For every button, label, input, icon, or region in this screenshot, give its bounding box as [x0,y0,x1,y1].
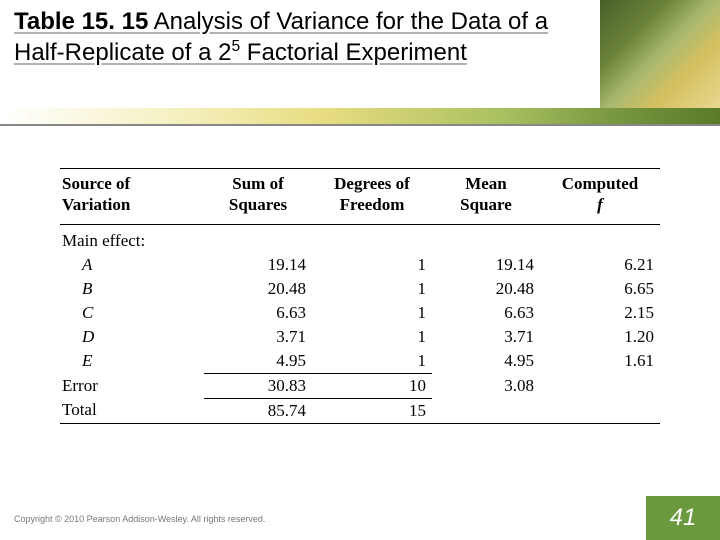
hdr-f-l2: f [597,195,603,214]
cell-df: 1 [312,277,432,301]
cell-df: 15 [312,398,432,423]
cell-ss: 6.63 [204,301,312,325]
cell-src: C [60,301,204,325]
cell-ss: 30.83 [204,373,312,398]
title-text-2: Factorial Experiment [240,39,467,66]
cell-ms [432,398,540,423]
cell-f: 6.21 [540,253,660,277]
cell-src: A [60,253,204,277]
cell-f: 2.15 [540,301,660,325]
slide-title: Table 15. 15 Analysis of Variance for th… [14,6,594,68]
cell-ss: 4.95 [204,349,312,374]
cell-ms: 20.48 [432,277,540,301]
hdr-f-l1: Computed [562,174,639,193]
cell-src: Error [60,373,204,398]
cell-ms: 19.14 [432,253,540,277]
cell-src: Total [60,398,204,423]
cell-df: 1 [312,301,432,325]
cell-f: 1.61 [540,349,660,374]
cell-df: 10 [312,373,432,398]
anova-table-container: Source of Variation Sum of Squares Degre… [60,168,660,424]
cell-df: 1 [312,325,432,349]
cell-ms: 3.08 [432,373,540,398]
cell-src: E [60,349,204,374]
anova-table: Source of Variation Sum of Squares Degre… [60,168,660,424]
hdr-df-l2: Freedom [340,195,405,214]
copyright-text: Copyright © 2010 Pearson Addison-Wesley.… [14,514,265,524]
hdr-source-l2: Variation [62,195,130,214]
col-header-source: Source of Variation [60,169,204,225]
hdr-ms-l1: Mean [465,174,507,193]
table-row: E 4.95 1 4.95 1.61 [60,349,660,374]
cell-f: 1.20 [540,325,660,349]
table-row: A 19.14 1 19.14 6.21 [60,253,660,277]
cell-df: 1 [312,253,432,277]
corner-decorative-image [600,0,720,108]
cell-df: 1 [312,349,432,374]
table-row-total: Total 85.74 15 [60,398,660,423]
hdr-df-l1: Degrees of [334,174,410,193]
cell-ms: 4.95 [432,349,540,374]
cell-ss: 19.14 [204,253,312,277]
table-row: C 6.63 1 6.63 2.15 [60,301,660,325]
col-header-ms: Mean Square [432,169,540,225]
cell-src: D [60,325,204,349]
cell-src: B [60,277,204,301]
page-number-badge: 41 [646,496,720,540]
cell-ms: 6.63 [432,301,540,325]
cell-f: 6.65 [540,277,660,301]
hdr-ss-l2: Squares [229,195,287,214]
cell-ms: 3.71 [432,325,540,349]
hdr-source-l1: Source of [62,174,130,193]
cell-f [540,373,660,398]
header-gradient-bar [0,108,720,124]
cell-ss: 20.48 [204,277,312,301]
section-label: Main effect: [60,224,204,253]
table-section-label-row: Main effect: [60,224,660,253]
cell-ss: 3.71 [204,325,312,349]
table-row: B 20.48 1 20.48 6.65 [60,277,660,301]
header-band: Table 15. 15 Analysis of Variance for th… [0,0,720,140]
col-header-f: Computed f [540,169,660,225]
col-header-df: Degrees of Freedom [312,169,432,225]
col-header-ss: Sum of Squares [204,169,312,225]
hdr-ss-l1: Sum of [232,174,283,193]
table-row-error: Error 30.83 10 3.08 [60,373,660,398]
cell-f [540,398,660,423]
cell-ss: 85.74 [204,398,312,423]
title-table-number: Table 15. 15 [14,8,148,35]
table-header-row: Source of Variation Sum of Squares Degre… [60,169,660,225]
table-row: D 3.71 1 3.71 1.20 [60,325,660,349]
title-superscript: 5 [231,38,240,55]
hdr-ms-l2: Square [460,195,512,214]
